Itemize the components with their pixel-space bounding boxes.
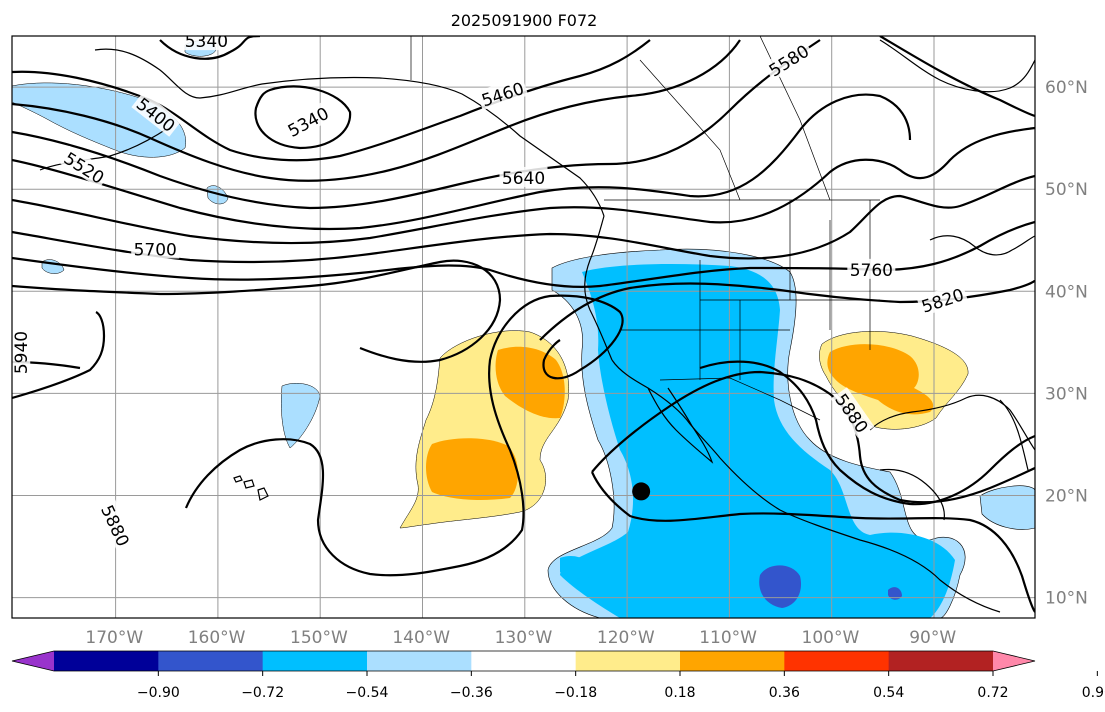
lon-label: 130°W xyxy=(495,628,553,648)
shaded-anomaly-fields xyxy=(12,40,1035,618)
lon-label: 100°W xyxy=(802,628,860,648)
hudson-region xyxy=(879,39,1035,93)
contour-5460 xyxy=(12,39,741,182)
contour-value: 5940 xyxy=(12,331,32,374)
colorbar-segment xyxy=(888,651,994,671)
negative-anomaly-strong-small xyxy=(888,587,902,600)
yucatan xyxy=(879,468,945,521)
colorbar-max-extend-arrow xyxy=(993,651,1035,671)
lon-label: 90°W xyxy=(909,628,956,648)
gulf-coast xyxy=(869,394,1035,451)
negative-anomaly-gulf-east xyxy=(979,485,1035,530)
colorbar-tick-label: 0.36 xyxy=(769,685,800,701)
contour-5340-low xyxy=(254,85,352,150)
positive-anomaly-pacific-core-south xyxy=(426,438,518,500)
lat-label: 10°N xyxy=(1045,589,1088,609)
contour-5640 xyxy=(12,126,1035,245)
storm-center-marker xyxy=(632,482,651,501)
colorbar-tick-label: 0.54 xyxy=(873,685,904,701)
baja-peninsula xyxy=(647,387,714,464)
contour-value: 5640 xyxy=(502,169,545,189)
height-contours xyxy=(12,36,1035,613)
lat-label: 30°N xyxy=(1045,384,1088,404)
lon-label: 110°W xyxy=(699,628,757,648)
contour-5880-west xyxy=(12,311,106,400)
colorbar-outline xyxy=(11,650,1036,672)
contour-5880-mexico xyxy=(699,360,1035,506)
lon-label: 170°W xyxy=(85,628,143,648)
contour-5580 xyxy=(12,93,912,231)
colorbar-segment xyxy=(471,651,577,671)
negative-anomaly-core xyxy=(560,264,955,618)
graticule xyxy=(12,36,1035,618)
great-lakes xyxy=(929,235,1035,256)
colorbar-tick-label: 0.18 xyxy=(664,685,695,701)
colorbar-tick-label: 0.72 xyxy=(977,685,1008,701)
lon-label: 150°W xyxy=(290,628,348,648)
colorbar xyxy=(11,650,1036,672)
hawaii-islands xyxy=(233,475,269,501)
florida xyxy=(999,399,1029,471)
contour-5520 xyxy=(12,39,821,210)
negative-anomaly-hawaii-north xyxy=(281,383,321,449)
contour-5880-main xyxy=(184,294,624,577)
colorbar-segment xyxy=(54,651,159,671)
positive-anomaly-pacific-core-north xyxy=(495,346,565,419)
colorbar-tick-labels: −0.90 −0.72 −0.54 −0.36 −0.18 0.18 0.36 0.54 0.7… xyxy=(137,671,1105,701)
contour-value: 5340 xyxy=(185,32,228,52)
lon-label: 120°W xyxy=(597,628,655,648)
colorbar-segment xyxy=(158,651,264,671)
colorbar-segment xyxy=(784,651,890,671)
contour-label: 5340 xyxy=(182,32,231,52)
colorbar-tick-label: −0.90 xyxy=(137,685,180,701)
colorbar-tick-label: 0.90 xyxy=(1082,685,1105,701)
longitude-labels: 170°W 160°W 150°W 140°W 130°W 120°W 110°W 100°W… xyxy=(85,628,956,648)
positive-anomaly-gulf-core xyxy=(827,344,934,415)
map-panel: 5340540055205340546056405580570057605820… xyxy=(12,32,1035,618)
contour-5580-east xyxy=(879,36,1035,118)
lat-label: 20°N xyxy=(1045,486,1088,506)
contour-value: 5700 xyxy=(134,240,177,260)
map-frame xyxy=(11,35,1036,619)
mexico-pacific-coast xyxy=(719,457,1001,613)
contour-5760 xyxy=(12,220,1035,288)
contour-5820 xyxy=(12,259,1035,363)
contour-label: 5640 xyxy=(499,166,548,189)
contour-value: 5760 xyxy=(850,261,893,281)
colorbar-segment xyxy=(575,651,681,671)
negative-anomaly-tiny-west xyxy=(560,555,596,579)
lat-label: 60°N xyxy=(1045,78,1088,98)
lon-label: 160°W xyxy=(188,628,246,648)
colorbar-tick-label: −0.72 xyxy=(241,685,284,701)
lon-label: 140°W xyxy=(392,628,450,648)
bc-coast xyxy=(584,215,613,361)
colorbar-segment xyxy=(367,651,472,671)
contour-label: 5940 xyxy=(12,328,32,377)
map-title: 2025091900 F072 xyxy=(451,11,598,30)
alaska-coast xyxy=(94,48,605,217)
colorbar-tick-label: −0.18 xyxy=(554,685,597,701)
contour-5700 xyxy=(12,174,1035,264)
contour-label: 5760 xyxy=(847,258,896,281)
contour-5340-north xyxy=(159,36,261,60)
latitude-labels: 60°N 50°N 40°N 30°N 20°N 10°N xyxy=(1045,78,1088,609)
colorbar-tick-label: −0.54 xyxy=(346,685,389,701)
coastlines xyxy=(39,39,1035,613)
colorbar-tick-label: −0.36 xyxy=(450,685,493,701)
lat-label: 40°N xyxy=(1045,282,1088,302)
colorbar-segment xyxy=(680,651,785,671)
colorbar-segment xyxy=(262,651,368,671)
lat-label: 50°N xyxy=(1045,180,1088,200)
colorbar-min-extend-arrow xyxy=(12,651,54,671)
contour-label: 5700 xyxy=(131,238,180,260)
